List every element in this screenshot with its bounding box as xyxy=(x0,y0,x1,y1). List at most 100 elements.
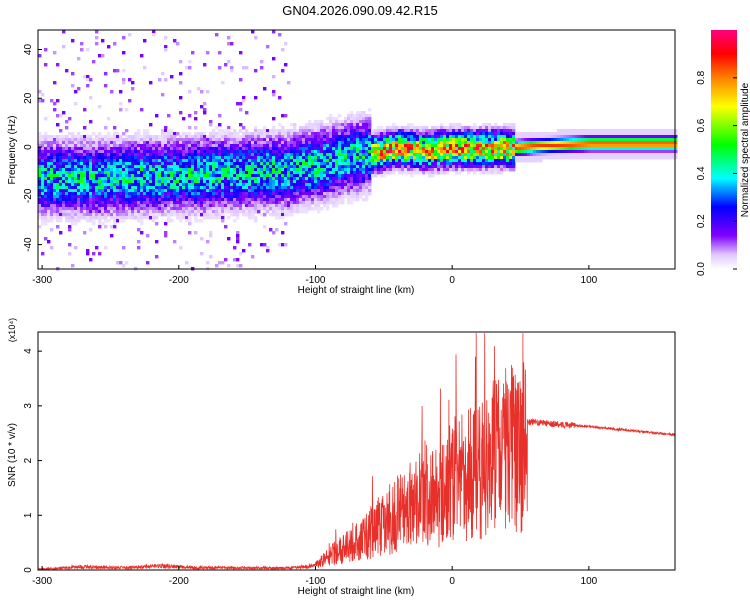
spectrogram-cell xyxy=(269,156,273,160)
spectrogram-cell xyxy=(146,216,150,220)
spectrogram-cell xyxy=(278,243,282,247)
spectrogram-cell xyxy=(539,144,543,148)
spectrogram-cell xyxy=(503,162,507,166)
spectrogram-cell xyxy=(176,183,180,187)
spectrogram-cell xyxy=(254,135,258,139)
spectrogram-cell xyxy=(74,189,78,193)
spectrogram-cell xyxy=(587,150,591,154)
spectrogram-cell xyxy=(221,261,225,265)
spectrogram-cell xyxy=(620,147,624,151)
spectrogram-cell xyxy=(344,174,348,178)
spectrogram-cell xyxy=(368,108,372,112)
spectrogram-cell xyxy=(164,210,168,214)
spectrogram-cell xyxy=(446,141,450,145)
spectrogram-cell xyxy=(209,141,213,145)
spectrogram-cell xyxy=(83,153,87,157)
spectrogram-cell xyxy=(179,177,183,181)
spectrogram-cell xyxy=(44,150,48,154)
spectrogram-cell xyxy=(272,204,276,208)
spectrogram-cell xyxy=(329,186,333,190)
spectrogram-cell xyxy=(458,147,462,151)
spectrogram-cell xyxy=(224,180,228,184)
spectrogram-cell xyxy=(308,123,312,127)
spectrogram-cell xyxy=(317,126,321,130)
spectrogram-cell xyxy=(524,156,528,160)
spectrogram-cell xyxy=(59,150,63,154)
spectrogram-cell xyxy=(401,138,405,142)
spectrogram-cell xyxy=(203,180,207,184)
spectrogram-cell xyxy=(116,198,120,202)
spectrogram-cell xyxy=(161,192,165,196)
spectrogram-cell xyxy=(71,180,75,184)
spectrogram-cell xyxy=(377,168,381,172)
spectrogram-cell xyxy=(461,168,465,172)
spectrogram-cell xyxy=(56,147,60,151)
spectrogram-cell xyxy=(665,144,669,148)
spectrogram-cell xyxy=(329,117,333,121)
spectrogram-cell xyxy=(431,150,435,154)
spectrogram-cell xyxy=(386,126,390,130)
spectrogram-cell xyxy=(86,192,90,196)
spectrogram-cell xyxy=(326,174,330,178)
spectrogram-cell xyxy=(581,144,585,148)
spectrogram-cell xyxy=(560,132,564,136)
spectrogram-cell xyxy=(221,216,225,220)
spectrogram-cell xyxy=(359,174,363,178)
spectrogram-cell xyxy=(404,132,408,136)
spectrogram-cell xyxy=(512,156,516,160)
spectrogram-cell xyxy=(317,171,321,175)
spectrogram-cell xyxy=(527,147,531,151)
spectrogram-cell xyxy=(233,204,237,208)
spectrogram-cell xyxy=(122,165,126,169)
spectrogram-cell xyxy=(158,150,162,154)
spectrogram-cell xyxy=(452,129,456,133)
spectrogram-cell xyxy=(263,201,267,205)
spectrogram-cell xyxy=(68,180,72,184)
spectrogram-cell xyxy=(224,207,228,211)
spectrogram-cell xyxy=(674,132,678,136)
spectrogram-cell xyxy=(110,207,114,211)
spectrogram-cell xyxy=(80,48,84,52)
spectrogram-cell xyxy=(215,195,219,199)
spectrogram-cell xyxy=(263,159,267,163)
spectrogram-cell xyxy=(653,144,657,148)
spectrogram-cell xyxy=(371,138,375,142)
spectrogram-cell xyxy=(89,96,93,100)
spectrogram-cell xyxy=(380,147,384,151)
snr-multiplier: (x10⁴) xyxy=(7,318,17,342)
spectrogram-cell xyxy=(203,186,207,190)
spectrogram-cell xyxy=(398,171,402,175)
spectrogram-cell xyxy=(53,207,57,211)
spectrogram-cell xyxy=(254,69,258,73)
spectrogram-cell xyxy=(236,183,240,187)
spectrogram-cell xyxy=(302,159,306,163)
spectrogram-cell xyxy=(608,153,612,157)
spectrogram-cell xyxy=(356,180,360,184)
spectrogram-cell xyxy=(536,159,540,163)
spectrogram-cell xyxy=(404,171,408,175)
spectrogram-cell xyxy=(452,156,456,160)
spectrogram-cell xyxy=(368,168,372,172)
spectrogram-cell xyxy=(350,177,354,181)
spectrogram-cell xyxy=(614,156,618,160)
spectrogram-cell xyxy=(260,198,264,202)
spectrogram-cell xyxy=(491,132,495,136)
spectrogram-cell xyxy=(164,198,168,202)
spectrogram-cell xyxy=(98,165,102,169)
spectrogram-cell xyxy=(152,156,156,160)
spectrogram-cell xyxy=(365,192,369,196)
spectrogram-cell xyxy=(236,264,240,268)
spectrogram-cell xyxy=(275,144,279,148)
spectrogram-cell xyxy=(242,249,246,253)
spectrogram-cell xyxy=(128,162,132,166)
spectrogram-cell xyxy=(83,156,87,160)
spectrogram-cell xyxy=(197,135,201,139)
spectrogram-cell xyxy=(137,189,141,193)
spectrogram-cell xyxy=(308,207,312,211)
spectrogram-cell xyxy=(329,171,333,175)
spectrogram-cell xyxy=(266,174,270,178)
spectrogram-cell xyxy=(227,42,231,46)
spectrogram-cell xyxy=(71,72,75,76)
spectrogram-cell xyxy=(185,162,189,166)
spectrogram-cell xyxy=(122,36,126,40)
